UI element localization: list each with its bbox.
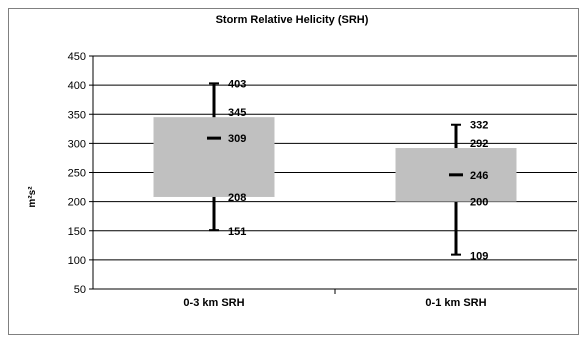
y-tick-label: 450 (68, 51, 86, 63)
q3-label: 292 (470, 138, 488, 150)
y-tick-label: 350 (68, 109, 86, 121)
x-category-label: 0-1 km SRH (425, 297, 486, 309)
y-tick-label: 200 (68, 197, 86, 209)
y-tick-label: 150 (68, 226, 86, 238)
median-label: 309 (228, 133, 246, 145)
min-label: 109 (470, 251, 488, 263)
y-tick-label: 100 (68, 255, 86, 267)
chart-frame: Storm Relative Helicity (SRH) m²s² 50 100… (8, 8, 579, 335)
x-category-label: 0-3 km SRH (183, 297, 244, 309)
y-tick-label: 250 (68, 168, 86, 180)
q1-label: 208 (228, 192, 246, 204)
max-label: 332 (470, 120, 488, 132)
y-tick-label: 400 (68, 80, 86, 92)
box-plot-chart: Storm Relative Helicity (SRH) m²s² 50 100… (27, 14, 577, 309)
chart-title: Storm Relative Helicity (SRH) (216, 14, 369, 26)
q1-label: 200 (470, 197, 488, 209)
max-label: 403 (228, 78, 246, 90)
iqr-box (153, 117, 275, 197)
y-axis-label: m²s² (27, 186, 38, 208)
y-tick-label: 300 (68, 138, 86, 150)
median-label: 246 (470, 170, 488, 182)
q3-label: 345 (228, 107, 246, 119)
y-tick-label: 50 (74, 284, 86, 296)
min-label: 151 (228, 226, 246, 238)
plot-area: 50 100 150 200 250 300 350 400 450 403 345 309 208 15… (68, 51, 577, 309)
